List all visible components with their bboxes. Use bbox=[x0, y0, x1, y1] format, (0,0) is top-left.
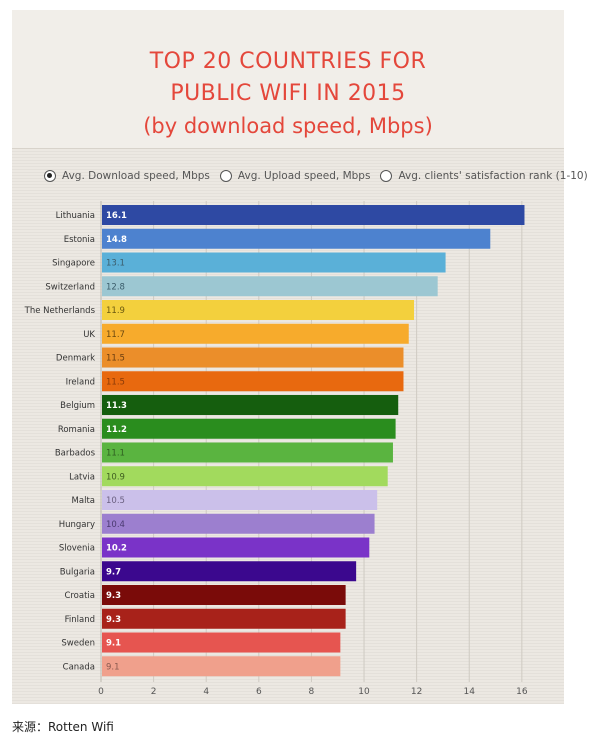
x-tick-label: 10 bbox=[358, 687, 370, 697]
bar bbox=[102, 656, 341, 677]
x-tick-label: 2 bbox=[151, 687, 157, 697]
value-label: 11.2 bbox=[106, 425, 127, 435]
bar bbox=[102, 395, 399, 415]
category-label: The Netherlands bbox=[24, 306, 96, 316]
category-label: Hungary bbox=[59, 520, 95, 530]
radio-satisfaction-rank[interactable]: Avg. clients' satisfaction rank (1-10) bbox=[380, 170, 588, 182]
category-label: Latvia bbox=[69, 472, 95, 482]
radio-label-upload: Avg. Upload speed, Mbps bbox=[237, 170, 371, 182]
title-banner: TOP 20 COUNTRIES FOR PUBLIC WIFI IN 2015… bbox=[12, 10, 564, 149]
title-line-2: PUBLIC WIFI IN 2015 bbox=[170, 81, 406, 106]
title-line-3: (by download speed, Mbps) bbox=[143, 114, 433, 138]
value-label: 11.5 bbox=[106, 354, 125, 364]
bar bbox=[102, 323, 409, 344]
x-tick-label: 6 bbox=[256, 687, 262, 697]
radio-download-speed[interactable]: Avg. Download speed, Mbps bbox=[44, 170, 210, 182]
x-tick-label: 4 bbox=[203, 687, 209, 697]
value-label: 9.1 bbox=[106, 662, 120, 672]
radio-label-download: Avg. Download speed, Mbps bbox=[62, 170, 210, 182]
radio-button-icon[interactable] bbox=[219, 170, 232, 182]
category-label: Romania bbox=[58, 425, 95, 435]
radio-button-icon[interactable] bbox=[44, 170, 56, 182]
category-label: Switzerland bbox=[45, 282, 95, 292]
radio-button-icon[interactable] bbox=[380, 170, 393, 182]
metric-selector: Avg. Download speed, Mbps Avg. Upload sp… bbox=[44, 166, 591, 186]
bar bbox=[102, 513, 375, 534]
category-label: Singapore bbox=[52, 259, 95, 269]
category-label: Croatia bbox=[64, 591, 95, 601]
title-line-1: TOP 20 COUNTRIES FOR bbox=[149, 49, 427, 74]
category-label: Malta bbox=[72, 496, 95, 506]
bar bbox=[102, 252, 446, 273]
x-tick-label: 16 bbox=[516, 687, 528, 697]
category-label: Bulgaria bbox=[60, 567, 95, 577]
value-label: 9.7 bbox=[106, 567, 121, 577]
category-label: UK bbox=[83, 330, 95, 340]
value-label: 11.1 bbox=[106, 449, 125, 459]
value-label: 10.9 bbox=[106, 472, 125, 482]
bar bbox=[102, 347, 404, 368]
radio-upload-speed[interactable]: Avg. Upload speed, Mbps bbox=[219, 170, 371, 182]
bar bbox=[102, 205, 525, 225]
value-label: 10.2 bbox=[106, 544, 127, 554]
category-label: Barbados bbox=[55, 449, 96, 459]
bar bbox=[102, 537, 370, 558]
category-label: Slovenia bbox=[59, 544, 95, 554]
bar bbox=[102, 442, 393, 463]
value-label: 13.1 bbox=[106, 259, 125, 269]
bar bbox=[102, 371, 404, 392]
value-label: 10.5 bbox=[106, 496, 125, 506]
x-tick-label: 12 bbox=[411, 687, 422, 697]
value-label: 16.1 bbox=[106, 211, 127, 221]
bar bbox=[102, 300, 415, 320]
category-label: Estonia bbox=[64, 235, 95, 245]
bar bbox=[102, 228, 491, 249]
value-label: 11.9 bbox=[106, 306, 125, 316]
value-label: 9.3 bbox=[106, 615, 121, 625]
bar bbox=[102, 561, 357, 582]
bar bbox=[102, 608, 346, 629]
category-label: Denmark bbox=[56, 354, 95, 364]
category-label: Sweden bbox=[61, 639, 95, 649]
value-label: 14.8 bbox=[106, 235, 127, 245]
value-label: 11.3 bbox=[106, 401, 127, 411]
x-tick-label: 0 bbox=[98, 687, 104, 697]
value-label: 9.3 bbox=[106, 591, 121, 601]
value-label: 12.8 bbox=[106, 282, 125, 292]
bar bbox=[102, 466, 388, 487]
category-label: Finland bbox=[65, 615, 95, 625]
value-label: 10.4 bbox=[106, 520, 125, 530]
radio-label-satisfaction: Avg. clients' satisfaction rank (1-10) bbox=[398, 170, 588, 182]
value-label: 9.1 bbox=[106, 639, 121, 649]
x-tick-label: 8 bbox=[309, 687, 315, 697]
value-label: 11.7 bbox=[106, 330, 125, 340]
bar bbox=[102, 276, 438, 297]
category-label: Ireland bbox=[66, 377, 95, 387]
x-tick-label: 14 bbox=[464, 687, 476, 697]
bar bbox=[102, 490, 378, 510]
category-label: Belgium bbox=[60, 401, 95, 411]
category-label: Canada bbox=[63, 662, 95, 672]
chart-title: TOP 20 COUNTRIES FOR PUBLIC WIFI IN 2015… bbox=[12, 46, 564, 142]
bar bbox=[102, 632, 341, 653]
source-caption: 来源：Rotten Wifi bbox=[12, 720, 114, 734]
category-label: Lithuania bbox=[56, 211, 95, 221]
bar bbox=[102, 418, 396, 439]
value-label: 11.5 bbox=[106, 377, 125, 387]
bar bbox=[102, 585, 346, 605]
